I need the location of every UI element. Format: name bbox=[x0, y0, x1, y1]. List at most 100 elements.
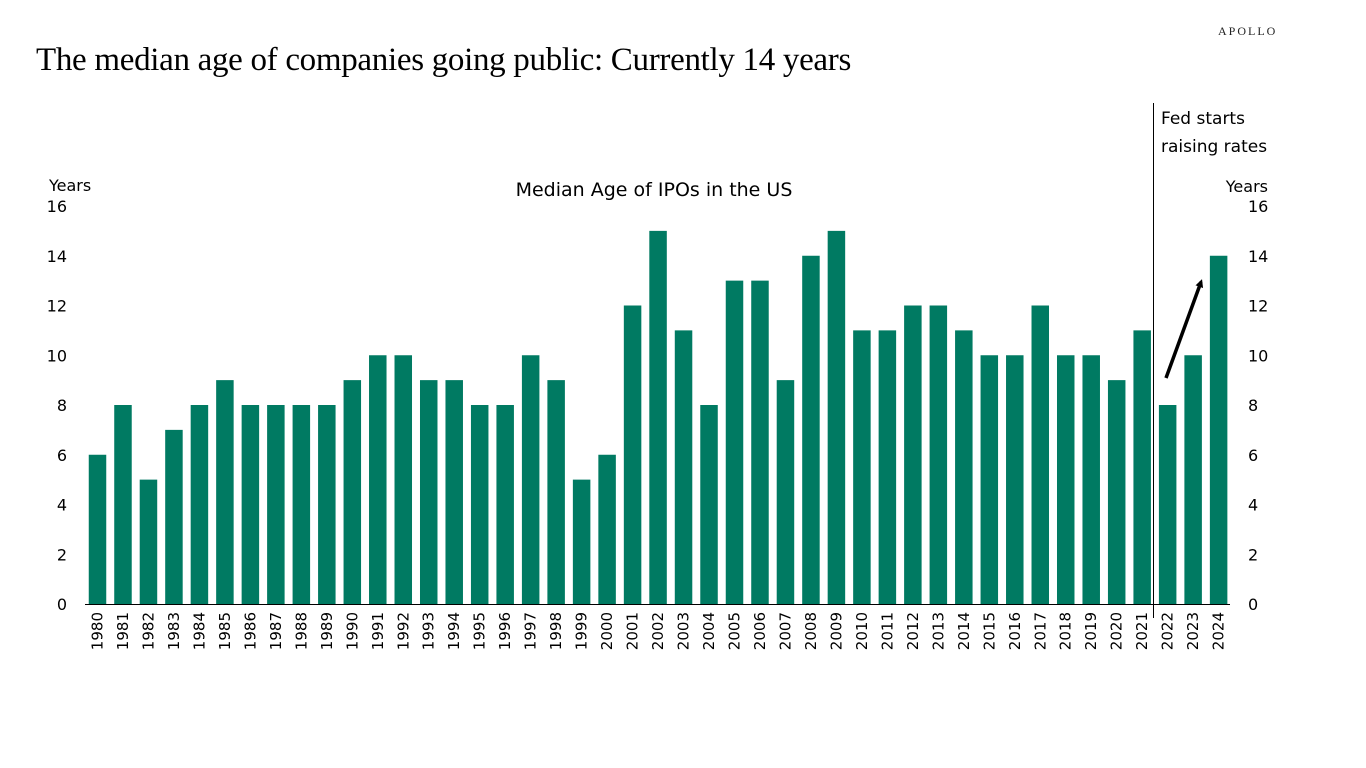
x-tick-label: 2024 bbox=[1210, 612, 1228, 650]
y-axis-label-right: Years bbox=[1225, 177, 1268, 196]
bar-1993 bbox=[419, 380, 438, 604]
bar-2007 bbox=[776, 380, 795, 604]
x-tick-label: 2005 bbox=[726, 612, 744, 650]
bar-1988 bbox=[292, 405, 311, 604]
bar-1981 bbox=[114, 405, 132, 604]
x-tick-label: 2014 bbox=[955, 612, 973, 650]
bar-1996 bbox=[496, 405, 514, 604]
bar-2004 bbox=[700, 405, 718, 604]
bar-2016 bbox=[1006, 355, 1024, 604]
bar-2021 bbox=[1133, 330, 1151, 604]
bar-1999 bbox=[572, 479, 591, 604]
x-tick-label: 2008 bbox=[802, 612, 820, 650]
bar-2019 bbox=[1082, 355, 1100, 604]
bar-2022 bbox=[1158, 405, 1177, 604]
bar-1998 bbox=[547, 380, 565, 604]
x-tick-label: 1990 bbox=[343, 612, 361, 650]
bar-2015 bbox=[980, 355, 999, 604]
bar-2014 bbox=[955, 330, 973, 604]
bar-1984 bbox=[190, 405, 209, 604]
bar-2006 bbox=[751, 280, 769, 604]
x-tick-label: 2011 bbox=[878, 612, 896, 650]
bar-2002 bbox=[649, 230, 667, 604]
bar-1990 bbox=[343, 380, 362, 604]
y-tick-label-left: 12 bbox=[47, 297, 67, 316]
bar-2023 bbox=[1184, 355, 1202, 604]
y-tick-label-left: 16 bbox=[47, 197, 67, 216]
rising-arrow bbox=[1164, 279, 1204, 379]
bar-1989 bbox=[318, 405, 336, 604]
y-tick-label-right: 12 bbox=[1248, 297, 1268, 316]
y-tick-label-left: 8 bbox=[57, 396, 67, 415]
x-tick-label: 1982 bbox=[139, 612, 157, 650]
apollo-logo: APOLLO bbox=[1218, 24, 1278, 38]
bar-2020 bbox=[1107, 380, 1126, 604]
x-tick-label: 1985 bbox=[216, 612, 234, 650]
y-tick-label-right: 8 bbox=[1248, 396, 1258, 415]
x-tick-label: 1995 bbox=[471, 612, 489, 650]
bar-2024 bbox=[1209, 255, 1228, 604]
x-tick-label: 1981 bbox=[114, 612, 132, 650]
bar-1997 bbox=[521, 355, 540, 604]
bar-1980 bbox=[88, 454, 107, 604]
x-tick-label: 2021 bbox=[1133, 612, 1151, 650]
bar-2017 bbox=[1031, 305, 1050, 604]
x-tick-label: 1996 bbox=[496, 612, 514, 650]
x-tick-label: 2016 bbox=[1006, 612, 1024, 650]
x-tick-label: 1991 bbox=[369, 612, 387, 650]
bar-2011 bbox=[878, 330, 897, 604]
y-tick-label-right: 0 bbox=[1248, 595, 1258, 614]
annotation-line2: raising rates bbox=[1161, 137, 1267, 157]
y-tick-label-left: 14 bbox=[47, 247, 67, 266]
y-tick-label-right: 14 bbox=[1248, 247, 1268, 266]
x-tick-label: 1983 bbox=[165, 612, 183, 650]
x-tick-label: 2009 bbox=[827, 612, 845, 650]
x-tick-label: 2018 bbox=[1057, 612, 1075, 650]
bar-1994 bbox=[445, 380, 463, 604]
x-tick-label: 2010 bbox=[853, 612, 871, 650]
x-tick-label: 1986 bbox=[241, 612, 259, 650]
bar-1991 bbox=[369, 355, 387, 604]
x-tick-label: 2012 bbox=[904, 612, 922, 650]
annotation-line1: Fed starts bbox=[1161, 109, 1245, 129]
x-tick-label: 2003 bbox=[675, 612, 693, 650]
x-tick-label: 1992 bbox=[394, 612, 412, 650]
x-tick-label: 2022 bbox=[1159, 612, 1177, 650]
bar-1983 bbox=[165, 429, 183, 604]
x-tick-label: 1984 bbox=[190, 612, 208, 650]
bar-2018 bbox=[1056, 355, 1075, 604]
x-tick-label: 2001 bbox=[624, 612, 642, 650]
y-tick-label-left: 2 bbox=[57, 545, 67, 564]
bar-1995 bbox=[470, 405, 489, 604]
x-tick-label: 1998 bbox=[547, 612, 565, 650]
bar-2001 bbox=[623, 305, 642, 604]
x-tick-label: 1999 bbox=[573, 612, 591, 650]
y-tick-label-right: 2 bbox=[1248, 545, 1258, 564]
y-tick-label-right: 10 bbox=[1248, 346, 1268, 365]
y-tick-label-left: 0 bbox=[57, 595, 67, 614]
y-tick-label-right: 6 bbox=[1248, 446, 1258, 465]
y-tick-label-left: 6 bbox=[57, 446, 67, 465]
bar-1985 bbox=[216, 380, 234, 604]
x-tick-label: 2002 bbox=[649, 612, 667, 650]
bar-2010 bbox=[853, 330, 871, 604]
x-tick-label: 1988 bbox=[292, 612, 310, 650]
x-tick-label: 2019 bbox=[1082, 612, 1100, 650]
bar-1987 bbox=[267, 405, 285, 604]
bar-1986 bbox=[241, 405, 260, 604]
x-tick-label: 1993 bbox=[420, 612, 438, 650]
x-tick-label: 2006 bbox=[751, 612, 769, 650]
y-tick-label-left: 10 bbox=[47, 346, 67, 365]
bar-1992 bbox=[394, 355, 413, 604]
y-tick-label-left: 4 bbox=[57, 496, 67, 515]
y-tick-label-right: 16 bbox=[1248, 197, 1268, 216]
bar-2012 bbox=[904, 305, 922, 604]
x-tick-label: 1989 bbox=[318, 612, 336, 650]
x-tick-label: 1997 bbox=[522, 612, 540, 650]
bar-2009 bbox=[827, 230, 846, 604]
x-tick-label: 1994 bbox=[445, 612, 463, 650]
x-tick-label: 2000 bbox=[598, 612, 616, 650]
bar-2013 bbox=[929, 305, 948, 604]
x-tick-label: 2023 bbox=[1184, 612, 1202, 650]
